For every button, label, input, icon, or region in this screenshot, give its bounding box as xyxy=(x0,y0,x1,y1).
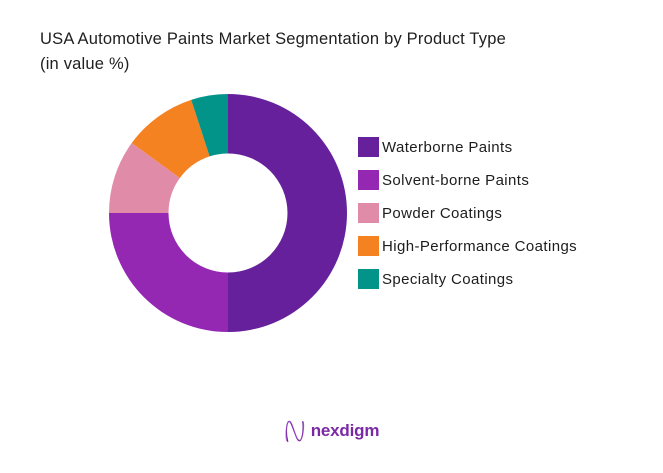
nexdigm-wave-n-icon xyxy=(284,419,306,444)
legend-swatch-icon xyxy=(358,269,379,289)
brand-footer: nexdigm xyxy=(0,416,663,446)
legend-label: Waterborne Paints xyxy=(382,138,513,156)
donut-slice-solvent-borne-paints xyxy=(109,213,228,332)
legend-label: Solvent-borne Paints xyxy=(382,171,530,189)
legend-item-solvent-borne-paints: Solvent-borne Paints xyxy=(358,170,577,190)
donut-slice-high-performance-coatings xyxy=(131,99,210,179)
chart-title-line1: USA Automotive Paints Market Segmentatio… xyxy=(40,30,507,48)
legend-item-powder-coatings: Powder Coatings xyxy=(358,203,577,223)
legend-label: Specialty Coatings xyxy=(382,270,514,288)
legend-label: High-Performance Coatings xyxy=(382,237,578,255)
legend-swatch-icon xyxy=(358,137,379,157)
donut-slice-specialty-coatings xyxy=(191,94,228,157)
legend-item-high-performance-coatings: High-Performance Coatings xyxy=(358,236,577,256)
chart-legend: Waterborne Paints Solvent-borne Paints P… xyxy=(358,137,577,302)
donut-chart xyxy=(88,73,368,353)
donut-svg xyxy=(109,94,347,332)
brand-name: nexdigm xyxy=(310,421,380,440)
donut-slice-waterborne-paints xyxy=(228,94,347,332)
chart-title: USA Automotive Paints Market Segmentatio… xyxy=(40,27,580,77)
legend-item-waterborne-paints: Waterborne Paints xyxy=(358,137,577,157)
chart-title-line2: (in value %) xyxy=(40,55,130,73)
legend-swatch-icon xyxy=(358,170,379,190)
legend-label: Powder Coatings xyxy=(382,204,503,222)
legend-swatch-icon xyxy=(358,236,379,256)
legend-item-specialty-coatings: Specialty Coatings xyxy=(358,269,577,289)
legend-swatch-icon xyxy=(358,203,379,223)
donut-slice-powder-coatings xyxy=(109,143,180,213)
